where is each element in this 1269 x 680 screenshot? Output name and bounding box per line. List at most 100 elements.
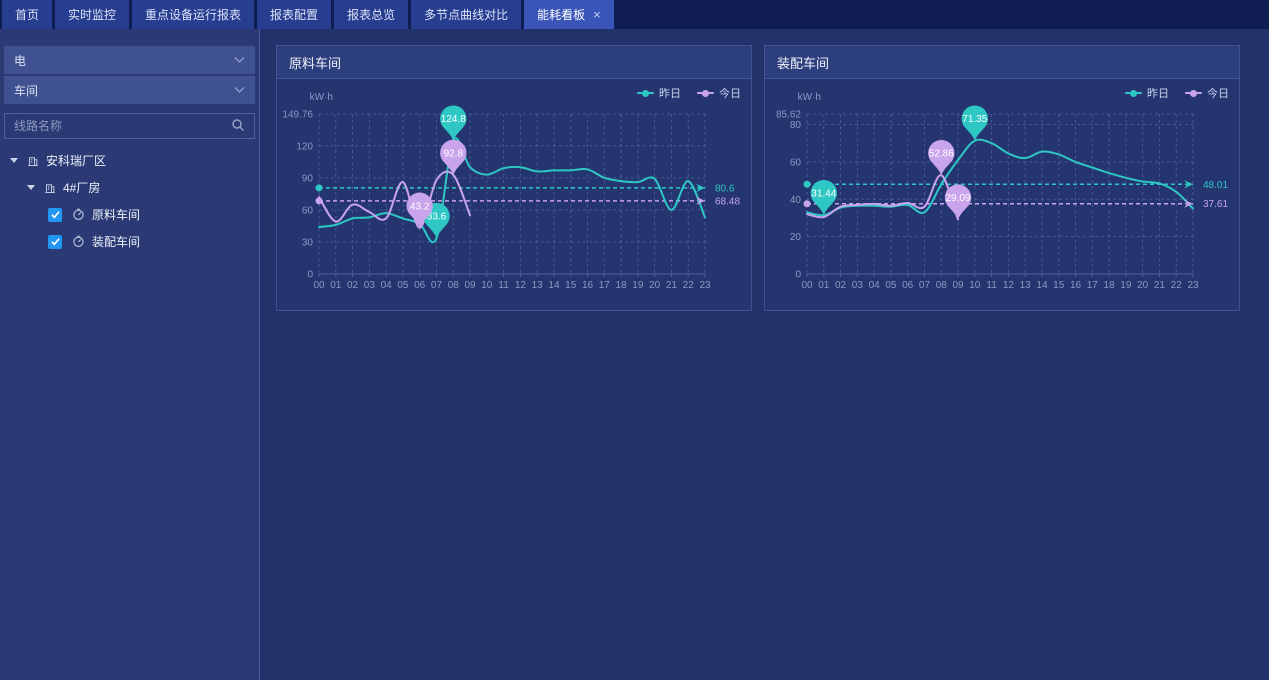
panel-title-bar: 原料车间 [277,46,751,79]
chevron-down-icon [234,53,245,67]
x-tick-label: 22 [683,280,695,291]
x-tick-label: 08 [936,280,948,291]
x-tick-label: 19 [632,280,644,291]
legend-item-1[interactable]: 今日 [1185,85,1229,101]
x-tick-label: 15 [1053,280,1065,291]
tab-label: 报表配置 [270,8,319,22]
x-tick-label: 12 [515,280,527,291]
tree-node-label: 原料车间 [92,208,141,222]
tree-node-label: 4#厂房 [63,181,101,195]
meter-icon [72,208,85,221]
x-tick-label: 16 [582,280,594,291]
dimension-select-value: 车间 [14,83,39,98]
marker-pin-max: 71.35 [961,105,988,141]
x-tick-label: 01 [818,280,830,291]
tab-0[interactable]: 首页 [2,0,53,29]
panel-1: 装配车间 昨日 今日 85.62 80 60 40 20 0 00 01 02 03 04 05 06 07 08… [764,45,1240,311]
x-tick-label: 12 [1003,280,1015,291]
tree-checkbox[interactable] [48,207,62,222]
legend-marker-icon [1125,89,1142,97]
y-tick-label: 149.76 [282,110,313,121]
series-line-1 [318,170,471,229]
chart-legend: 昨日 今日 [1125,85,1229,101]
tab-1[interactable]: 实时监控 [55,0,130,29]
y-tick-label: 20 [790,232,802,243]
tab-4[interactable]: 报表总览 [334,0,409,29]
search-icon[interactable] [231,118,245,135]
y-tick-label: 85.62 [776,110,801,121]
line-name-search-input[interactable] [14,119,231,133]
meter-icon [72,235,85,248]
x-tick-label: 09 [464,280,476,291]
tab-6[interactable]: 能耗看板 × [524,0,614,29]
x-tick-label: 08 [448,280,460,291]
x-tick-label: 05 [397,280,409,291]
x-tick-label: 04 [381,280,393,291]
series-line-0 [806,138,1194,217]
tab-3[interactable]: 报表配置 [257,0,332,29]
tree-node-label: 装配车间 [92,235,141,249]
legend-item-1[interactable]: 今日 [697,85,741,101]
tree-checkbox[interactable] [48,234,62,249]
tab-5[interactable]: 多节点曲线对比 [411,0,522,29]
x-tick-label: 16 [1070,280,1082,291]
marker-pin-label: 124.8 [441,114,466,125]
marker-pin-label: 71.35 [962,114,987,125]
energy-type-select-value: 电 [14,53,27,68]
energy-type-select[interactable]: 电 [4,46,255,74]
tab-label: 能耗看板 [537,8,586,22]
x-tick-label: 00 [313,280,325,291]
x-tick-label: 23 [1187,280,1199,291]
marker-pin-label: 31.44 [811,189,836,200]
legend-item-0[interactable]: 昨日 [1125,85,1169,101]
line-chart: 149.76 120 90 60 30 000 01 02 03 04 05 06 07 08 09 10 11… [282,92,740,291]
tab-label: 多节点曲线对比 [424,8,509,22]
x-tick-label: 17 [599,280,611,291]
avg-value-label: 80.6 [715,183,735,194]
main-area: 原料车间 昨日 今日 149.76 120 90 60 30 0 00 01 02 03 04 05 06 07… [260,29,1269,680]
x-tick-label: 02 [835,280,847,291]
x-tick-label: 19 [1120,280,1132,291]
legend-marker-icon [637,89,654,97]
legend-item-0[interactable]: 昨日 [637,85,681,101]
x-tick-label: 03 [852,280,864,291]
x-tick-label: 18 [1104,280,1116,291]
series-line-0 [318,137,706,244]
tree-node-2[interactable]: 原料车间 [0,201,259,228]
marker-pin-min: 31.44 [810,179,837,216]
tree-expand-caret[interactable] [27,185,35,190]
panel-title-bar: 装配车间 [765,46,1239,79]
tab-bar: 首页 实时监控 重点设备运行报表 报表配置 报表总览 多节点曲线对比 能耗看板 × [0,0,1269,29]
tree-node-1[interactable]: 4#厂房 [0,174,259,201]
chart-legend: 昨日 今日 [637,85,741,101]
marker-pin-max: 124.8 [440,105,467,141]
x-tick-label: 11 [498,280,509,291]
x-tick-label: 13 [1020,280,1032,291]
y-tick-label: 60 [302,205,314,216]
x-tick-label: 20 [1137,280,1149,291]
y-tick-label: 80 [790,120,802,131]
y-tick-label: 30 [302,237,314,248]
legend-marker-icon [1185,89,1202,97]
tab-label: 首页 [15,8,40,22]
x-tick-label: 14 [548,280,560,291]
tree-expand-caret[interactable] [10,158,18,163]
marker-pin-max: 52.86 [928,139,955,176]
x-tick-label: 13 [532,280,544,291]
device-tree: 安科瑞厂区 4#厂房原料车间装配车间 [0,147,259,255]
chart-panels: 原料车间 昨日 今日 149.76 120 90 60 30 0 00 01 02 03 04 05 06 07… [276,45,1253,311]
tree-node-3[interactable]: 装配车间 [0,228,259,255]
legend-label: 昨日 [1147,88,1169,100]
marker-pin-max: 92.8 [440,139,467,175]
dimension-select[interactable]: 车间 [4,76,255,104]
tab-close-icon[interactable]: × [593,7,601,22]
tab-2[interactable]: 重点设备运行报表 [132,0,255,29]
chart-area: 昨日 今日 149.76 120 90 60 30 0 00 01 02 03 04 05 06 07 08 09… [277,79,751,309]
x-tick-label: 02 [347,280,359,291]
tree-node-0[interactable]: 安科瑞厂区 [0,147,259,174]
x-tick-label: 06 [902,280,914,291]
building-icon [44,182,56,194]
building-icon [27,155,39,167]
